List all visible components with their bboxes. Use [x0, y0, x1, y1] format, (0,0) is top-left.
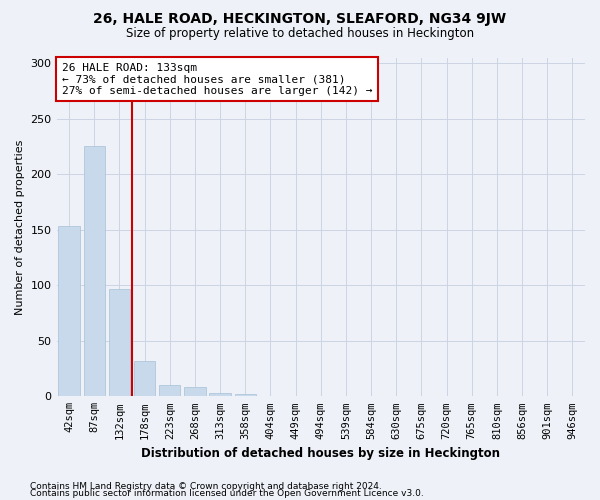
Text: Contains HM Land Registry data © Crown copyright and database right 2024.: Contains HM Land Registry data © Crown c… — [30, 482, 382, 491]
Bar — [209, 393, 231, 396]
Bar — [109, 288, 130, 397]
Text: Size of property relative to detached houses in Heckington: Size of property relative to detached ho… — [126, 28, 474, 40]
Bar — [134, 361, 155, 396]
Bar — [159, 385, 181, 396]
X-axis label: Distribution of detached houses by size in Heckington: Distribution of detached houses by size … — [141, 447, 500, 460]
Bar — [58, 226, 80, 396]
Text: 26, HALE ROAD, HECKINGTON, SLEAFORD, NG34 9JW: 26, HALE ROAD, HECKINGTON, SLEAFORD, NG3… — [94, 12, 506, 26]
Y-axis label: Number of detached properties: Number of detached properties — [15, 139, 25, 314]
Text: Contains public sector information licensed under the Open Government Licence v3: Contains public sector information licen… — [30, 490, 424, 498]
Text: 26 HALE ROAD: 133sqm
← 73% of detached houses are smaller (381)
27% of semi-deta: 26 HALE ROAD: 133sqm ← 73% of detached h… — [62, 62, 373, 96]
Bar — [83, 146, 105, 396]
Bar — [235, 394, 256, 396]
Bar — [184, 388, 206, 396]
